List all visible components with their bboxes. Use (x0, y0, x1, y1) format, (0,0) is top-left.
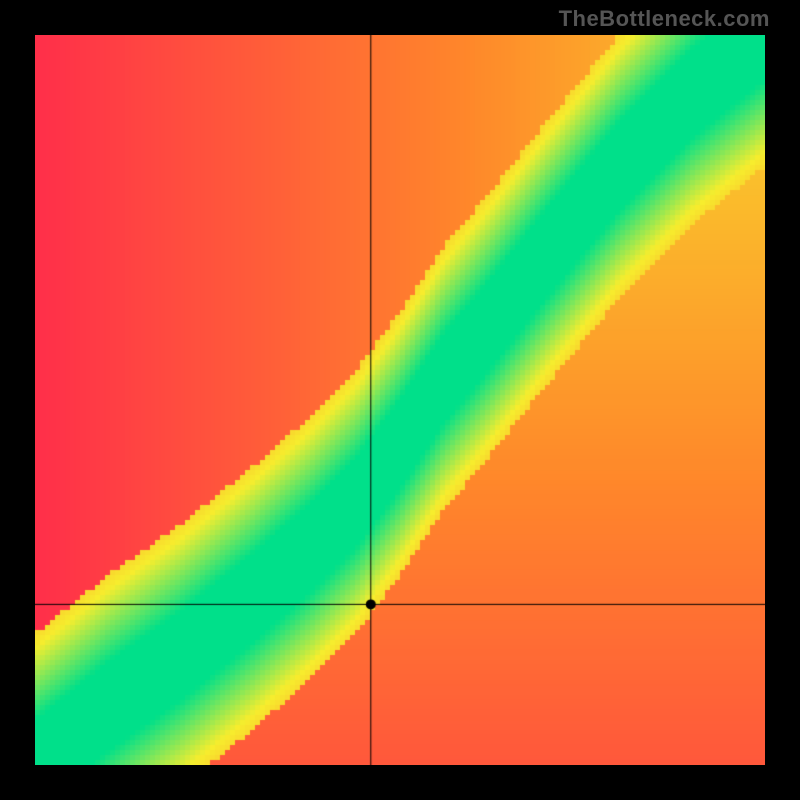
heatmap-canvas (35, 35, 765, 765)
bottleneck-heatmap (35, 35, 765, 765)
chart-frame: TheBottleneck.com (0, 0, 800, 800)
watermark-text: TheBottleneck.com (559, 6, 770, 32)
